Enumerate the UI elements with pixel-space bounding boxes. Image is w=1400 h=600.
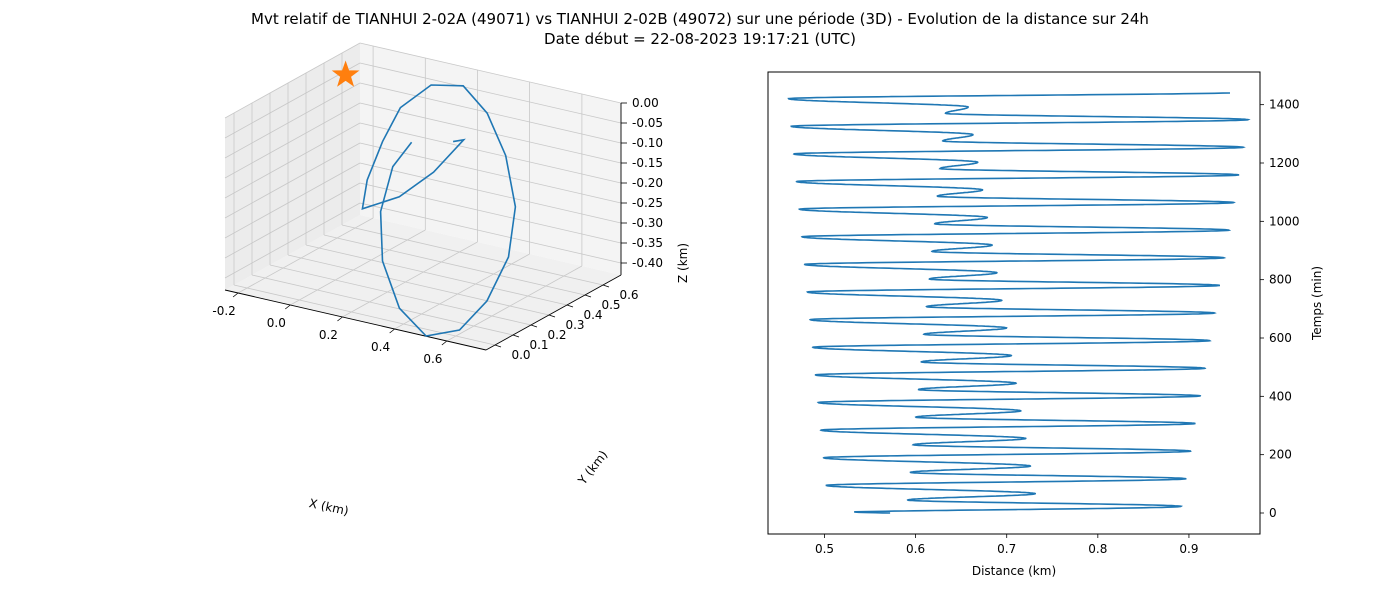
- time-y-tick-label: 1000: [1269, 214, 1300, 228]
- grid-z-back: [359, 82, 622, 144]
- x-tick-label: 0.2: [319, 328, 338, 342]
- y-tick-mark: [602, 284, 610, 288]
- x-tick-label: 0.6: [423, 352, 442, 366]
- z-tick-label: -0.25: [632, 196, 663, 210]
- grid-y-floor: [323, 234, 586, 296]
- time-y-tick-label: 800: [1269, 273, 1292, 287]
- distance-x-tick-label: 0.8: [1088, 542, 1107, 556]
- distance-x-axis-label: Distance (km): [972, 564, 1056, 578]
- grid-x-floor: [342, 241, 478, 318]
- y-tick-mark: [530, 324, 538, 328]
- z-tick-label: -0.20: [632, 176, 663, 190]
- grid-y-floor: [287, 254, 550, 316]
- grid-z-back: [359, 162, 622, 224]
- axes-3d-lines: [224, 103, 622, 351]
- grid-z-left: [224, 182, 361, 259]
- grid-x-floor: [394, 253, 530, 330]
- z-tick-label: -0.40: [632, 256, 663, 270]
- y-tick-mark: [584, 294, 592, 298]
- y-tick-label: 0.5: [601, 298, 620, 312]
- plot-distance-vs-time: 0.5 0.6 0.7 0.8 0.9 0 200 400 600 800 1000 1200 1400…: [767, 71, 1324, 578]
- x-tick-mark: [285, 304, 291, 310]
- grid-y-floor: [341, 224, 604, 286]
- grid-z-left: [224, 62, 361, 139]
- time-y-tick-label: 600: [1269, 331, 1292, 345]
- time-y-axis-label: Temps (min): [1310, 266, 1324, 341]
- time-y-tick-label: 1400: [1269, 98, 1300, 112]
- x-axis-label: X (km): [308, 496, 350, 518]
- grid-y-floor: [233, 284, 496, 346]
- grid-x-floor: [237, 217, 374, 294]
- y-tick-label: 0.3: [565, 318, 584, 332]
- axes-3d-ticks: -0.20.00.20.40.6 0.00.10.20.30.40.50.60.0…: [212, 96, 663, 366]
- time-y-tick-label: 0: [1269, 506, 1277, 520]
- grid-z-left: [224, 122, 361, 199]
- left-wall-pane: [225, 43, 360, 290]
- grid-z-back: [359, 102, 622, 164]
- distance-x-tick-label: 0.7: [997, 542, 1016, 556]
- y-tick-mark: [566, 304, 574, 308]
- grid-z-left: [224, 42, 361, 119]
- z-tick-label: -0.35: [632, 236, 663, 250]
- grid-z-left: [224, 142, 361, 219]
- x-axis-line: [224, 289, 487, 351]
- grid-z-back: [359, 122, 622, 184]
- y-tick-label: 0.1: [529, 338, 548, 352]
- distance-x-tick-label: 0.9: [1179, 542, 1198, 556]
- distance-plot-ticks: 0.5 0.6 0.7 0.8 0.9 0 200 400 600 800 1000 1200 1400: [815, 98, 1300, 556]
- time-y-tick-label: 1200: [1269, 156, 1300, 170]
- x-tick-label: -0.2: [212, 304, 235, 318]
- x-tick-label: 0.4: [371, 340, 390, 354]
- z-tick-label: -0.30: [632, 216, 663, 230]
- time-y-tick-label: 400: [1269, 389, 1292, 403]
- z-tick-label: -0.10: [632, 136, 663, 150]
- grid-z-left: [224, 162, 361, 239]
- x-tick-mark: [337, 316, 343, 322]
- y-tick-mark: [548, 314, 556, 318]
- trajectory-3d-line: [361, 84, 517, 337]
- origin-star-marker: [331, 60, 360, 87]
- y-tick-mark: [494, 344, 502, 348]
- grid-z-back: [359, 202, 622, 264]
- y-tick-label: 0.4: [583, 308, 602, 322]
- grid-x-floor: [446, 265, 583, 342]
- y-tick-mark: [512, 334, 520, 338]
- grid-z-back: [359, 62, 622, 124]
- plot-3d-trajectory: -0.20.00.20.40.6 0.00.10.20.30.40.50.60.0…: [212, 42, 690, 518]
- grid-y-floor: [305, 244, 568, 306]
- grid-y-floor: [269, 264, 532, 326]
- z-axis-label: Z (km): [676, 243, 690, 283]
- distance-series-line: [787, 92, 1251, 514]
- time-y-tick-label: 200: [1269, 448, 1292, 462]
- x-tick-mark: [232, 292, 239, 298]
- y-tick-label: 0.6: [619, 288, 638, 302]
- grid-x-floor: [290, 229, 426, 306]
- z-tick-label: -0.15: [632, 156, 663, 170]
- figure-title: Mvt relatif de TIANHUI 2-02A (49071) vs …: [251, 10, 1149, 28]
- figure-subtitle: Date début = 22-08-2023 19:17:21 (UTC): [544, 30, 856, 48]
- y-tick-label: 0.0: [511, 348, 530, 362]
- y-axis-label: Y (km): [575, 448, 611, 488]
- grid-z-left: [224, 202, 361, 279]
- grid-y-floor: [251, 274, 514, 336]
- grid-z-left: [224, 82, 361, 159]
- z-tick-label: 0.00: [632, 96, 659, 110]
- grid-z-left: [224, 102, 361, 179]
- x-tick-mark: [441, 340, 448, 346]
- x-tick-label: 0.0: [267, 316, 286, 330]
- z-tick-label: -0.05: [632, 116, 663, 130]
- distance-x-tick-label: 0.6: [906, 542, 925, 556]
- grid-z-back: [359, 42, 622, 104]
- distance-x-tick-label: 0.5: [815, 542, 834, 556]
- x-tick-mark: [389, 328, 395, 334]
- y-axis-line: [485, 274, 622, 351]
- y-tick-label: 0.2: [547, 328, 566, 342]
